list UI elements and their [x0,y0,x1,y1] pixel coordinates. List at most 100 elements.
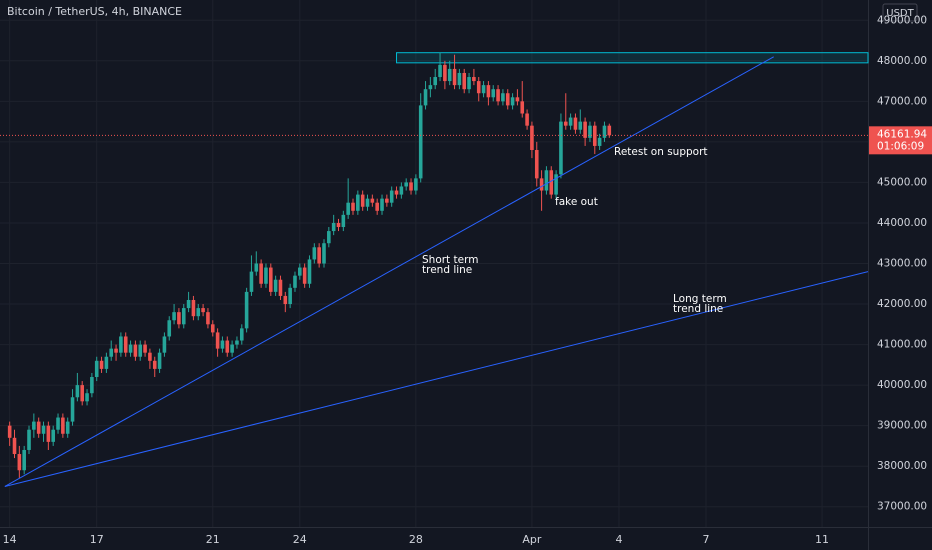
candle-body [210,324,215,333]
candle-body [177,312,181,325]
candle-body [162,336,167,353]
candle-body [476,81,481,94]
candle-body [75,385,80,398]
candle-body [167,320,172,337]
candle-body [360,194,365,207]
candle-body [573,117,578,130]
candle-body [201,308,205,313]
candle-body [501,93,505,102]
annotation: Retest on support [614,146,708,158]
last-price-label: 46161.94 [877,128,927,140]
candle-body [12,437,17,455]
candle-body [472,77,476,82]
candle-body [525,113,529,126]
candle-body [27,429,31,450]
x-tick-label: 11 [815,533,829,546]
candle-body [389,190,394,203]
candle-body [302,267,307,284]
candle-body [307,259,312,284]
candle-body [346,202,350,215]
last-price-box [869,126,932,155]
candle-body [380,198,384,211]
candle-body [428,85,433,90]
candle-body [22,449,26,471]
candle-body [215,332,220,349]
candle-body [385,198,389,203]
x-tick-label: Apr [522,533,542,546]
candle-body [433,77,438,86]
candle-body [32,421,36,430]
candle-body [90,377,94,394]
candle-body [56,417,60,430]
candle-body [157,352,162,369]
candle-body [196,308,201,317]
candle-body [70,397,75,422]
y-tick-label: 47000.00 [877,95,927,107]
currency[interactable]: USDT [886,8,914,19]
trend-line [4,56,774,487]
candle-body [312,247,317,260]
candle-body [186,299,191,309]
candle-body [520,101,525,114]
candle-body [109,348,114,357]
candle-body [491,89,496,98]
candle-body [370,198,375,203]
resistance-zone [396,52,869,64]
x-tick-label: 14 [3,533,17,546]
candle-body [119,336,123,353]
annotation: Long term [673,293,727,305]
candle-body [85,393,89,402]
candle-body [331,222,336,232]
candle-body [568,117,573,126]
candle-body [278,279,283,296]
candle-body [273,279,278,292]
candle-body [191,299,196,317]
candle-body [7,425,12,438]
candle-body [588,125,592,138]
candle-body [206,312,210,325]
candle-body [544,170,549,191]
candle-body [99,360,104,369]
currency-box[interactable] [882,3,918,22]
candle-body [452,68,457,86]
candle-body [365,198,370,207]
x-tick-label: 24 [293,533,307,546]
candle-body [254,263,259,272]
candle-body [423,89,428,106]
candle-body [249,271,254,292]
candle-body [505,93,510,106]
candle-body [172,312,176,321]
candle-body [578,121,583,130]
y-tick-label: 40000.00 [877,379,927,391]
y-tick-label: 42000.00 [877,298,927,310]
y-tick-label: 49000.00 [877,14,927,26]
candle-body [148,352,152,361]
candle-body [549,170,554,195]
y-tick-label: 48000.00 [877,55,927,67]
candle-body [143,344,147,353]
x-tick-label: 28 [409,533,423,546]
candle-body [554,174,558,195]
candle-body [496,89,500,102]
candle-body [230,344,234,353]
candle-body [244,291,249,329]
candle-body [138,344,143,357]
y-tick-label: 38000.00 [877,460,927,472]
candle-body [298,267,302,276]
candle-body [288,287,292,305]
candle-body [239,328,244,341]
candle-body [418,105,423,179]
candle-body [583,121,587,138]
candle-body [457,72,462,86]
annotation: trend line [673,303,723,315]
candle-body [264,267,268,284]
candle-body [104,356,109,369]
candle-body [128,344,133,353]
annotation: trend line [422,264,472,276]
trend-line [4,271,869,487]
y-tick-label: 45000.00 [877,176,927,188]
y-tick-label: 37000.00 [877,501,927,513]
candle-body [235,340,239,345]
